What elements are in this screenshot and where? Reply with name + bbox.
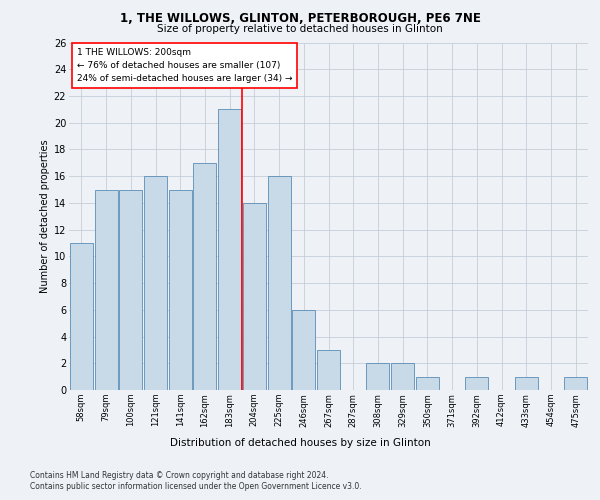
Bar <box>416 376 439 390</box>
Bar <box>317 350 340 390</box>
Bar <box>95 190 118 390</box>
Bar <box>391 364 414 390</box>
Bar <box>70 243 93 390</box>
Bar <box>465 376 488 390</box>
Bar <box>243 203 266 390</box>
Text: 1, THE WILLOWS, GLINTON, PETERBOROUGH, PE6 7NE: 1, THE WILLOWS, GLINTON, PETERBOROUGH, P… <box>119 12 481 26</box>
Y-axis label: Number of detached properties: Number of detached properties <box>40 140 50 293</box>
Bar <box>515 376 538 390</box>
Text: 1 THE WILLOWS: 200sqm
← 76% of detached houses are smaller (107)
24% of semi-det: 1 THE WILLOWS: 200sqm ← 76% of detached … <box>77 48 292 83</box>
Bar <box>169 190 192 390</box>
Bar <box>268 176 290 390</box>
Bar <box>292 310 315 390</box>
Text: Distribution of detached houses by size in Glinton: Distribution of detached houses by size … <box>170 438 430 448</box>
Bar <box>564 376 587 390</box>
Bar <box>119 190 142 390</box>
Text: Size of property relative to detached houses in Glinton: Size of property relative to detached ho… <box>157 24 443 34</box>
Bar <box>218 110 241 390</box>
Bar <box>144 176 167 390</box>
Text: Contains HM Land Registry data © Crown copyright and database right 2024.: Contains HM Land Registry data © Crown c… <box>30 471 329 480</box>
Bar <box>193 163 217 390</box>
Bar <box>367 364 389 390</box>
Text: Contains public sector information licensed under the Open Government Licence v3: Contains public sector information licen… <box>30 482 362 491</box>
